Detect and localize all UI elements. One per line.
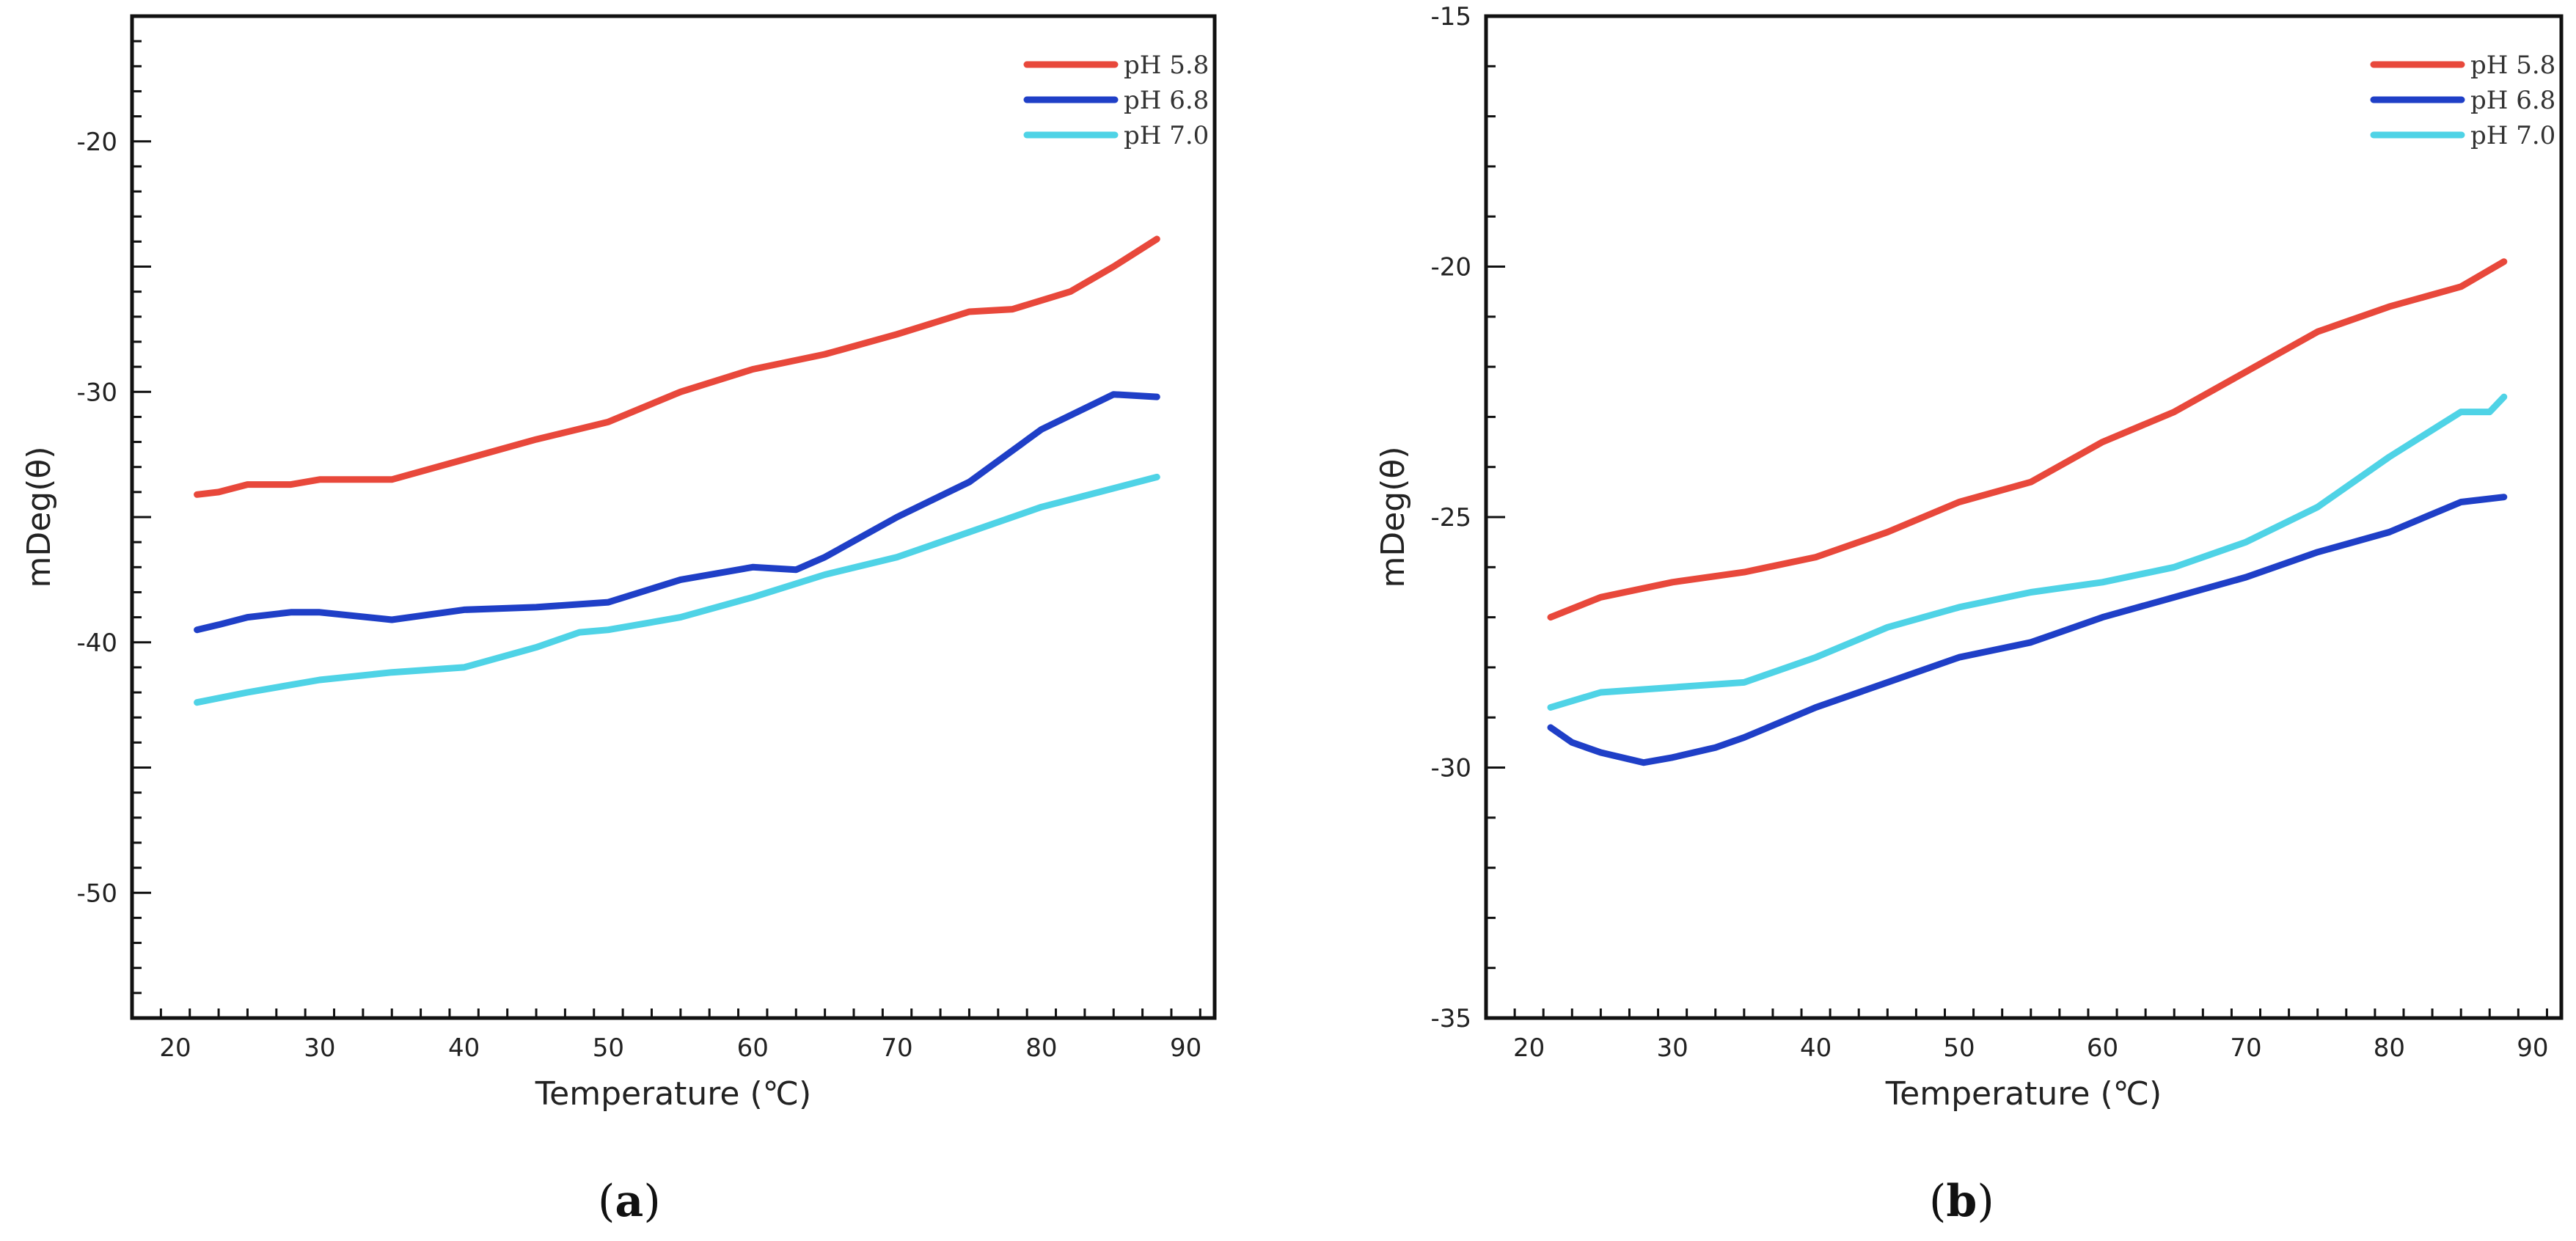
x-tick-label: 30 bbox=[1656, 1033, 1688, 1063]
x-tick-label: 90 bbox=[1170, 1033, 1201, 1063]
x-tick-label: 90 bbox=[2517, 1033, 2548, 1063]
x-tick-label: 80 bbox=[2374, 1033, 2405, 1063]
x-tick-label: 70 bbox=[2230, 1033, 2261, 1063]
panel-label-letter: b bbox=[1946, 1176, 1977, 1227]
panel-label: (a) bbox=[598, 1176, 661, 1227]
series-line-ph-7-0 bbox=[1547, 393, 2508, 711]
x-tick-label: 70 bbox=[881, 1033, 912, 1063]
y-tick-label: -20 bbox=[1430, 253, 1471, 282]
legend-label: pH 5.8 bbox=[2470, 51, 2555, 80]
plot-frame bbox=[130, 14, 1217, 1020]
x-tick-label: 50 bbox=[1943, 1033, 1975, 1063]
legend-label: pH 7.0 bbox=[2470, 121, 2555, 150]
chart-panel-a: 20 30 40 50 60 70 80 90 -50 -40 -30 -20 Temperature … bbox=[21, 14, 1217, 1227]
x-tick-label: 80 bbox=[1025, 1033, 1057, 1063]
x-axis-title: Temperature (℃) bbox=[535, 1075, 811, 1113]
x-tick-label: 60 bbox=[737, 1033, 769, 1063]
y-tick-label: -30 bbox=[1430, 754, 1471, 783]
series-line-ph-6-8 bbox=[1547, 494, 2508, 766]
legend-label: pH 5.8 bbox=[1124, 51, 1209, 80]
series-line-ph-5-8 bbox=[194, 235, 1160, 498]
series-line-ph-5-8 bbox=[1547, 258, 2508, 621]
y-tick-label: -15 bbox=[1430, 2, 1471, 32]
panel-label-paren: ( bbox=[598, 1176, 615, 1227]
y-axis-title: mDeg(θ) bbox=[21, 447, 58, 588]
x-tick-label: 50 bbox=[593, 1033, 624, 1063]
panel-label: (b) bbox=[1929, 1176, 1994, 1227]
panel-label-paren: ) bbox=[643, 1176, 660, 1227]
y-tick-label: -35 bbox=[1430, 1004, 1471, 1033]
y-tick-label: -25 bbox=[1430, 503, 1471, 532]
x-axis-title: Temperature (℃) bbox=[1885, 1075, 2162, 1113]
legend-label: pH 7.0 bbox=[1124, 121, 1209, 150]
y-tick-label: -30 bbox=[76, 378, 117, 407]
x-tick-label: 60 bbox=[2087, 1033, 2118, 1063]
series-line-ph-6-8 bbox=[194, 391, 1160, 634]
legend-label: pH 6.8 bbox=[2470, 86, 2555, 115]
panel-label-paren: ( bbox=[1929, 1176, 1946, 1227]
panel-label-letter: a bbox=[615, 1176, 643, 1227]
x-tick-label: 20 bbox=[1513, 1033, 1545, 1063]
x-tick-label: 20 bbox=[159, 1033, 191, 1063]
series-line-ph-7-0 bbox=[194, 473, 1160, 706]
y-tick-label: -20 bbox=[76, 128, 117, 157]
x-tick-label: 40 bbox=[1800, 1033, 1832, 1063]
y-tick-label: -40 bbox=[76, 629, 117, 658]
panel-label-paren: ) bbox=[1977, 1176, 1994, 1227]
plot-frame bbox=[1484, 14, 2564, 1020]
y-axis-title: mDeg(θ) bbox=[1375, 447, 1412, 588]
chart-panel-b: 20 30 40 50 60 70 80 90 -35 -30 -25 -20 -15 Temperatu… bbox=[1375, 2, 2564, 1227]
y-tick-label: -50 bbox=[76, 879, 117, 908]
x-tick-label: 40 bbox=[448, 1033, 480, 1063]
x-tick-label: 30 bbox=[304, 1033, 335, 1063]
legend-label: pH 6.8 bbox=[1124, 86, 1209, 115]
